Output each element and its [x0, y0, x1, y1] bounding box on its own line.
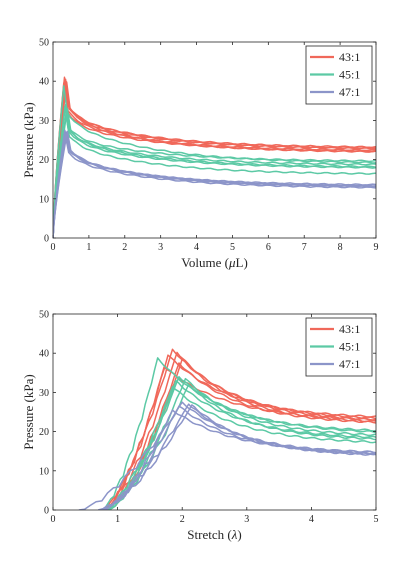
- x-tick-label: 3: [158, 242, 163, 253]
- series-line: [53, 134, 376, 238]
- y-axis-label: Pressure (kPa): [21, 102, 36, 177]
- x-tick-label: 5: [230, 242, 235, 253]
- legend-label: 47:1: [339, 85, 360, 99]
- series-45-1: [53, 85, 376, 238]
- y-tick-label: 10: [39, 194, 49, 205]
- series-line: [104, 351, 376, 510]
- series-line: [104, 366, 376, 510]
- y-tick-label: 30: [39, 388, 49, 399]
- legend-label: 43:1: [339, 322, 360, 336]
- series-47-1: [78, 401, 376, 510]
- x-tick-label: 3: [244, 514, 249, 525]
- series-line: [98, 403, 376, 510]
- plot-1: 0 1 2 3 4 5 6 7 8 9 0 10 20 30 40 50 Volume (μL) Pressure…: [21, 38, 379, 271]
- x-tick-label: 0: [51, 514, 56, 525]
- y-tick-label: 30: [39, 116, 49, 127]
- y-tick-label: 20: [39, 155, 49, 166]
- x-axis-label: Stretch (λ): [187, 527, 241, 542]
- y-tick-label: 40: [39, 77, 49, 88]
- y-tick-label: 0: [44, 506, 49, 517]
- series-line: [53, 113, 376, 238]
- series-line: [53, 109, 376, 238]
- x-tick-label: 1: [115, 514, 120, 525]
- y-tick-label: 10: [39, 466, 49, 477]
- x-axis-label: Volume (μL): [181, 255, 248, 270]
- series-line: [53, 103, 376, 238]
- legend-label: 45:1: [339, 340, 360, 354]
- series-line: [105, 362, 376, 510]
- y-tick-label: 50: [39, 310, 49, 321]
- series-line: [107, 379, 376, 510]
- x-tick-label: 9: [374, 242, 379, 253]
- legend-label: 45:1: [339, 68, 360, 82]
- legend-label: 43:1: [339, 50, 360, 64]
- legend: 43:1 45:1 47:1: [305, 317, 373, 377]
- y-tick-label: 50: [39, 38, 49, 49]
- legend: 43:1 45:1 47:1: [305, 45, 373, 105]
- series-line: [103, 409, 376, 510]
- x-tick-label: 1: [86, 242, 91, 253]
- series-47-1: [53, 129, 376, 238]
- x-tick-label: 8: [338, 242, 343, 253]
- axes-box: [52, 41, 377, 239]
- series-line: [104, 375, 376, 510]
- x-tick-label: 7: [302, 242, 307, 253]
- axes-box: [52, 313, 377, 511]
- x-tick-label: 2: [180, 514, 185, 525]
- y-tick-label: 0: [44, 234, 49, 245]
- x-tick-label: 4: [194, 242, 199, 253]
- series-43-1: [53, 76, 376, 238]
- y-tick-label: 20: [39, 427, 49, 438]
- x-tick-label: 6: [266, 242, 271, 253]
- y-tick-label: 40: [39, 349, 49, 360]
- series-line: [53, 130, 376, 238]
- x-tick-label: 2: [122, 242, 127, 253]
- x-tick-label: 0: [51, 242, 56, 253]
- series-line: [103, 385, 376, 510]
- series-line: [99, 404, 376, 510]
- x-tick-label: 4: [309, 514, 314, 525]
- y-axis-label: Pressure (kPa): [21, 374, 36, 449]
- x-tick-label: 5: [374, 514, 379, 525]
- series-line: [53, 80, 376, 238]
- legend-label: 47:1: [339, 357, 360, 371]
